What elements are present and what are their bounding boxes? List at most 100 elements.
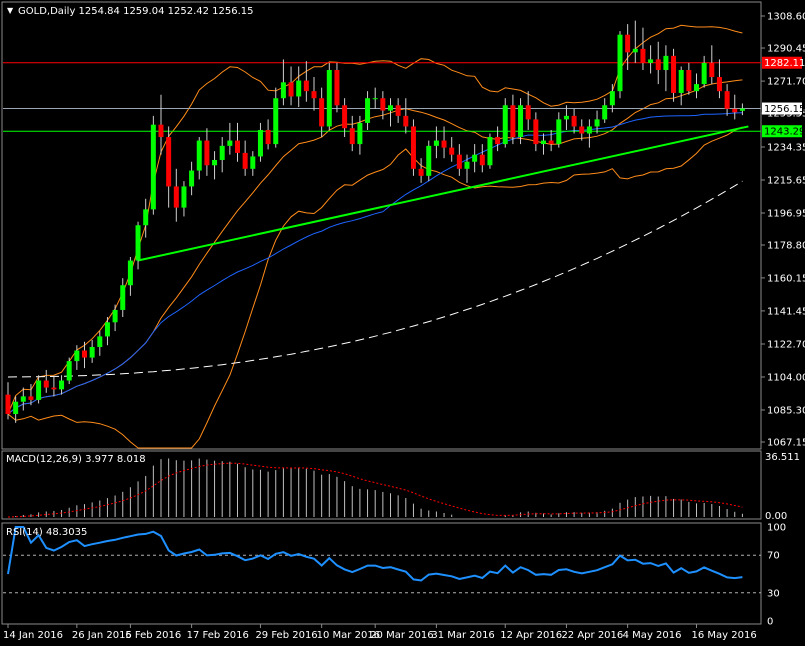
candle-bear	[349, 128, 355, 145]
candle-bear	[724, 91, 730, 109]
candle-bear	[265, 129, 271, 145]
candle-bull	[219, 145, 225, 160]
candle-bear	[732, 108, 738, 113]
candle-bull	[20, 396, 26, 402]
candle-bear	[449, 147, 455, 155]
rsi-tick-label: 100	[767, 523, 786, 534]
candle-bear	[655, 59, 661, 70]
candle-bull	[127, 260, 133, 286]
candle-bull	[365, 98, 371, 123]
candle-bull	[556, 119, 562, 145]
candle-bear	[204, 140, 210, 166]
candle-bull	[196, 140, 202, 171]
price-tick-label: 1104.00	[767, 372, 805, 383]
candle-bull	[59, 380, 65, 390]
candle-bull	[617, 34, 623, 92]
rsi-panel-frame	[1, 522, 762, 625]
time-tick-label: 22 Apr 2016	[561, 630, 623, 641]
candle-bear	[380, 98, 386, 111]
bollinger-lower-band	[7, 126, 743, 449]
time-tick-label: 31 Mar 2016	[431, 630, 494, 641]
candle-bear	[418, 168, 424, 176]
candle-bear	[242, 152, 248, 169]
moving-average-50	[7, 112, 743, 415]
candle-bear	[495, 137, 501, 145]
moving-averages	[7, 112, 743, 415]
time-tick-label: 12 Apr 2016	[500, 630, 562, 641]
time-tick-label: 4 May 2016	[623, 630, 682, 641]
rsi-line	[7, 526, 743, 582]
candle-bull	[135, 225, 141, 261]
price-tick-label: 1085.30	[767, 405, 805, 416]
candle-bear	[288, 82, 294, 97]
current-price-tag-bg	[762, 102, 802, 115]
time-tick-label: 29 Feb 2016	[255, 630, 317, 641]
candle-bull	[586, 126, 592, 134]
support-tag: 1243.29	[764, 127, 805, 138]
candle-bear	[51, 387, 57, 390]
price-tick-label: 1160.15	[767, 273, 805, 284]
price-tick-label: 1290.45	[767, 44, 805, 55]
trendline-layer[interactable]	[137, 125, 749, 262]
candle-bear	[311, 91, 317, 99]
symbol-menu-icon[interactable]: ▼	[7, 6, 14, 15]
candle-bull	[602, 105, 608, 120]
rsi-axis: 100 70 30 0	[767, 523, 786, 628]
candle-bull	[66, 361, 72, 381]
macd-panel-frame	[1, 450, 762, 520]
resistance-tag-bg	[762, 56, 802, 69]
candle-bear	[43, 380, 49, 388]
moving-average-200	[7, 180, 743, 378]
candle-bear	[342, 105, 348, 129]
price-tick-label: 1308.60	[767, 12, 805, 23]
candle-bull	[701, 62, 707, 85]
time-tick-label: 17 Feb 2016	[187, 630, 249, 641]
candle-bull	[280, 82, 286, 99]
candle-bull	[357, 122, 363, 145]
candle-bear	[479, 154, 485, 166]
rsi-tick-label: 70	[767, 551, 780, 562]
rsi-14-line	[7, 526, 743, 582]
candle-bear	[579, 126, 585, 134]
ascending-trendline[interactable]	[137, 125, 749, 262]
candle-bear	[571, 115, 577, 127]
resistance-tag: 1282.11	[764, 58, 805, 69]
macd-panel[interactable]: MACD(12,26,9) 3.977 8.018 36.511 0.00	[1, 450, 800, 522]
rsi-levels	[3, 554, 761, 594]
candle-bear	[441, 140, 447, 148]
candle-bull	[181, 186, 187, 208]
candle-bull	[518, 105, 524, 138]
candle-bear	[28, 396, 34, 400]
candle-bear	[166, 137, 172, 187]
candle-bull	[472, 154, 478, 162]
candle-bear	[709, 62, 715, 78]
rsi-label: RSI(14) 48.3035	[6, 527, 87, 538]
price-tags: 1282.11 1256.15 1243.29	[762, 56, 805, 138]
candle-bull	[632, 48, 638, 53]
candle-bull	[678, 69, 684, 93]
rsi-panel[interactable]: RSI(14) 48.3035 100 70 30 0	[1, 522, 786, 628]
candle-bear	[640, 48, 646, 63]
candle-bear	[410, 126, 416, 169]
candle-bull	[273, 98, 279, 145]
candle-bear	[403, 115, 409, 127]
price-tick-label: 1196.95	[767, 208, 805, 219]
price-tick-label: 1234.35	[767, 143, 805, 154]
candle-bull	[739, 108, 745, 111]
support-tag-bg	[762, 125, 802, 138]
candle-bear	[395, 105, 401, 116]
rsi-tick-label: 30	[767, 588, 780, 599]
macd-signal-line	[7, 462, 743, 518]
candle-bear	[686, 69, 692, 92]
candle-bull	[36, 380, 42, 400]
candlesticks	[5, 20, 745, 423]
time-tick-label: 16 May 2016	[692, 630, 757, 641]
price-tick-label: 1271.70	[767, 77, 805, 88]
macd-histogram	[7, 458, 743, 518]
candle-bear	[82, 350, 87, 358]
time-tick-label: 10 Mar 2016	[317, 630, 380, 641]
current-price-tag: 1256.15	[764, 104, 805, 115]
price-panel[interactable]: 1308.601290.451271.701253.551234.351215.…	[1, 1, 805, 450]
candle-bull	[212, 159, 218, 166]
